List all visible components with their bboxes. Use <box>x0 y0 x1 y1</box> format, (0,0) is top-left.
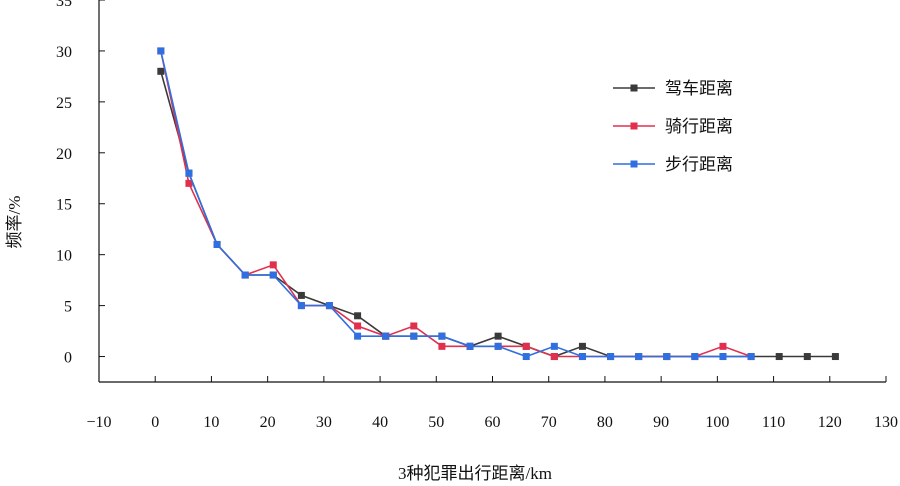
data-point <box>775 353 783 361</box>
data-point <box>578 353 586 361</box>
data-point <box>185 169 193 177</box>
y-tick-label: 35 <box>56 0 72 10</box>
x-axis-label: 3种犯罪出行距离/km <box>398 464 552 483</box>
x-tick-label: 40 <box>372 414 388 431</box>
y-tick-label: 0 <box>64 350 72 367</box>
legend-label: 步行距离 <box>665 155 733 174</box>
legend-marker <box>630 84 638 92</box>
data-point <box>691 353 699 361</box>
legend-marker <box>630 122 638 130</box>
x-tick-label: 20 <box>260 414 276 431</box>
data-point <box>438 342 446 350</box>
y-tick-label: 5 <box>64 299 72 316</box>
data-point <box>241 271 249 279</box>
data-point <box>297 291 305 299</box>
data-point <box>269 271 277 279</box>
data-point <box>831 353 839 361</box>
data-point <box>663 353 671 361</box>
data-point <box>550 342 558 350</box>
data-point <box>354 322 362 330</box>
data-point <box>410 322 418 330</box>
x-tick-label: −10 <box>86 414 111 431</box>
x-tick-label: 10 <box>203 414 219 431</box>
data-point <box>185 179 193 187</box>
legend-item-2: 步行距离 <box>613 155 733 174</box>
legend-marker <box>630 160 638 168</box>
x-tick-label: 100 <box>705 414 729 431</box>
data-point <box>550 353 558 361</box>
data-point <box>410 332 418 340</box>
data-point <box>494 332 502 340</box>
data-point <box>466 342 474 350</box>
data-point <box>522 342 530 350</box>
series-line <box>160 50 752 358</box>
data-point <box>635 353 643 361</box>
data-point <box>719 353 727 361</box>
series-line <box>160 71 836 358</box>
data-point <box>354 332 362 340</box>
data-point <box>719 342 727 350</box>
data-point <box>269 261 277 269</box>
x-tick-label: 80 <box>597 414 613 431</box>
series-0 <box>157 67 839 361</box>
x-tick-label: 0 <box>151 414 159 431</box>
data-point <box>297 302 305 310</box>
legend-label: 骑行距离 <box>665 117 733 136</box>
y-tick-label: 30 <box>56 44 72 61</box>
series-2 <box>157 47 755 361</box>
x-tick-label: 110 <box>762 414 785 431</box>
y-tick-label: 15 <box>56 197 72 214</box>
data-point <box>325 302 333 310</box>
y-tick-label: 20 <box>56 146 72 163</box>
data-point <box>213 240 221 248</box>
series-line <box>160 50 752 358</box>
y-axis-label: 频率/% <box>5 196 24 249</box>
data-point <box>747 353 755 361</box>
y-tick-label: 10 <box>56 248 72 265</box>
legend-item-0: 驾车距离 <box>613 79 733 98</box>
x-tick-label: 30 <box>316 414 332 431</box>
data-point <box>157 47 165 55</box>
data-point <box>157 67 165 75</box>
data-point <box>522 353 530 361</box>
x-tick-label: 70 <box>541 414 557 431</box>
x-tick-label: 120 <box>818 414 842 431</box>
chart-series <box>157 47 839 361</box>
legend-label: 驾车距离 <box>665 79 733 98</box>
x-tick-label: 50 <box>428 414 444 431</box>
data-point <box>803 353 811 361</box>
data-point <box>438 332 446 340</box>
data-point <box>494 342 502 350</box>
legend-item-1: 骑行距离 <box>613 117 733 136</box>
data-point <box>382 332 390 340</box>
data-point <box>578 342 586 350</box>
x-tick-label: 60 <box>485 414 501 431</box>
x-tick-label: 130 <box>874 414 898 431</box>
data-point <box>607 353 615 361</box>
chart-axes: −10 0 10 20 30 40 50 60 70 80 90 100 110 120 130 0 5 10 15… <box>56 0 898 431</box>
y-tick-label: 25 <box>56 95 72 112</box>
x-tick-label: 90 <box>653 414 669 431</box>
data-point <box>354 312 362 320</box>
